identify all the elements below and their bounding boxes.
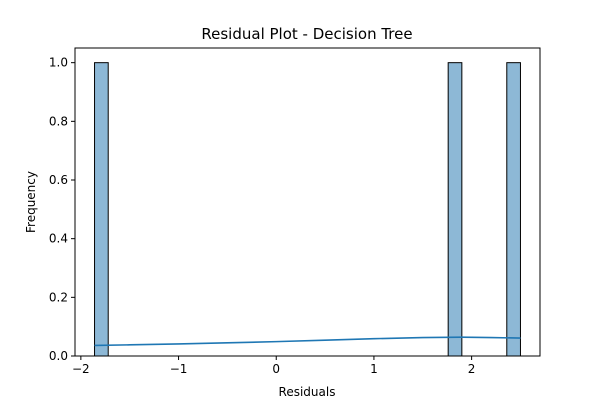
x-tick-label: 0: [272, 362, 280, 376]
y-tick-label: 0.4: [49, 232, 68, 246]
x-tick-label: 2: [468, 362, 476, 376]
histogram-bar-1: [94, 62, 109, 357]
y-tick-label: 0.2: [49, 290, 68, 304]
x-tick-label: −1: [170, 362, 188, 376]
histogram-bars: [94, 62, 521, 357]
y-axis-ticks: 0.0 0.2 0.4 0.6 0.8 1.0: [49, 56, 75, 363]
histogram-bar-2: [447, 62, 463, 357]
kde-line: [94, 336, 521, 347]
x-axis-label: Residuals: [279, 385, 336, 399]
axes-frame: [74, 47, 541, 357]
chart-title: Residual Plot - Decision Tree: [201, 25, 412, 43]
x-tick-label: 1: [370, 362, 378, 376]
histogram-bar-3: [506, 62, 521, 357]
x-tick-label: −2: [72, 362, 90, 376]
y-tick-label: 0.8: [49, 114, 68, 128]
y-tick-label: 0.6: [49, 173, 68, 187]
y-tick-label: 1.0: [49, 56, 68, 70]
kde-curve-group: [94, 336, 521, 347]
y-axis-label: Frequency: [24, 171, 38, 233]
y-tick-label: 0.0: [49, 349, 68, 363]
x-axis-ticks: −2 −1 0 1 2: [72, 356, 475, 376]
